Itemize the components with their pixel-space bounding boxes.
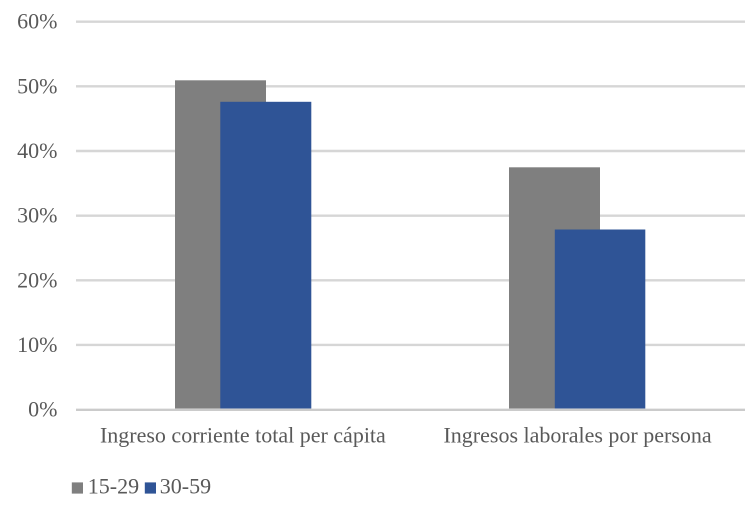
svg-text:20%: 20% (17, 267, 57, 292)
svg-text:10%: 10% (17, 332, 57, 357)
svg-text:Ingreso corriente total per cá: Ingreso corriente total per cápita (100, 423, 386, 448)
svg-text:30-59: 30-59 (160, 473, 211, 498)
svg-text:50%: 50% (17, 73, 57, 98)
svg-text:Ingresos laborales por persona: Ingresos laborales por persona (443, 423, 711, 448)
svg-text:15-29: 15-29 (88, 473, 139, 498)
svg-text:0%: 0% (28, 397, 57, 422)
svg-text:30%: 30% (17, 203, 57, 228)
svg-text:60%: 60% (17, 9, 57, 34)
svg-text:40%: 40% (17, 138, 57, 163)
